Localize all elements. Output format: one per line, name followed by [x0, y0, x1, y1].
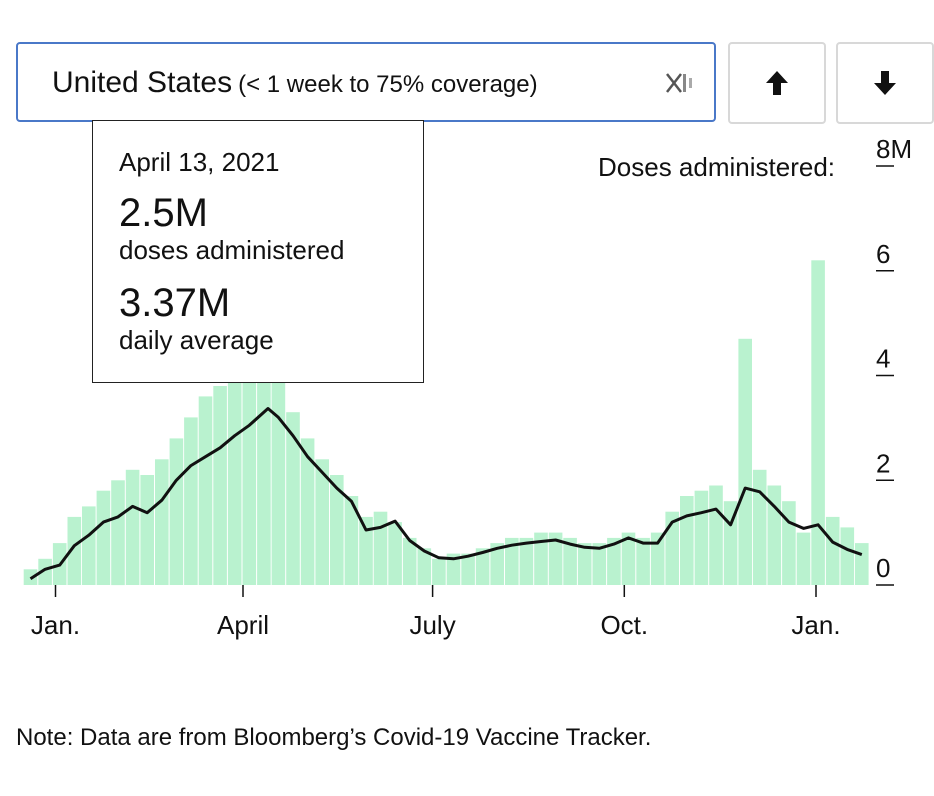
tooltip-date: April 13, 2021	[119, 147, 280, 177]
bar	[315, 459, 329, 585]
bar	[198, 396, 213, 585]
bar	[184, 417, 198, 585]
bar	[169, 438, 184, 585]
bar	[417, 548, 432, 585]
bar	[461, 553, 475, 585]
bar	[811, 260, 825, 585]
bar	[388, 522, 402, 585]
bar	[155, 459, 169, 585]
bar	[607, 537, 621, 585]
tooltip: April 13, 2021 2.5M doses administered 3…	[92, 120, 424, 383]
country-select-value: United States (< 1 week to 75% coverage)	[52, 66, 538, 100]
bar	[825, 516, 840, 585]
tooltip-doses-value: 2.5M	[119, 191, 208, 235]
bar	[636, 537, 650, 585]
coverage-note: (< 1 week to 75% coverage)	[238, 71, 538, 98]
bar	[563, 537, 577, 585]
bar	[709, 485, 723, 585]
bar	[680, 496, 694, 585]
bar	[373, 511, 388, 585]
bar	[111, 480, 125, 586]
tooltip-average-value: 3.37M	[119, 281, 231, 325]
bar	[359, 516, 373, 585]
y-tick-label: 4	[876, 344, 890, 374]
bar	[96, 490, 111, 585]
bar	[505, 537, 519, 585]
y-axis-title: Doses administered:	[598, 152, 835, 182]
bar	[213, 386, 227, 585]
daily-average-line	[29, 407, 863, 580]
bar	[140, 475, 154, 585]
x-axis: Jan. April July Oct. Jan.	[31, 585, 841, 640]
bar	[650, 532, 665, 585]
next-button[interactable]	[836, 42, 934, 124]
bar	[782, 501, 796, 585]
bar	[519, 537, 534, 585]
bar	[548, 532, 563, 585]
bar	[67, 516, 82, 585]
bar	[257, 365, 271, 585]
bar	[242, 375, 257, 585]
bar	[592, 543, 607, 585]
bar	[577, 543, 592, 585]
bar	[344, 496, 359, 585]
y-tick-label: 0	[876, 553, 890, 583]
bar	[300, 438, 315, 585]
bar	[82, 506, 96, 585]
x-tick-label: Oct.	[600, 610, 648, 640]
bar	[227, 370, 242, 585]
bar	[621, 532, 636, 585]
clear-x-icon[interactable]	[664, 68, 698, 98]
bar	[286, 412, 300, 585]
x-tick-label: April	[217, 610, 269, 640]
bar	[665, 511, 679, 585]
bar	[796, 532, 811, 585]
y-axis: 0 2 4 6 8M	[876, 134, 912, 586]
bar	[694, 490, 709, 585]
bar	[125, 469, 140, 585]
source-note: Note: Data are from Bloomberg’s Covid-19…	[16, 724, 652, 751]
previous-button[interactable]	[728, 42, 826, 124]
bar	[330, 475, 344, 585]
bar	[738, 338, 752, 585]
selected-country: United States	[52, 66, 233, 99]
line-group	[29, 407, 863, 580]
x-tick-label: Jan.	[791, 610, 840, 640]
y-tick-label: 2	[876, 448, 890, 478]
bar	[855, 543, 869, 585]
bar	[475, 548, 490, 585]
tooltip-doses-label: doses administered	[119, 235, 345, 265]
bar	[840, 527, 855, 585]
bar	[752, 469, 767, 585]
bar	[446, 553, 461, 585]
country-select[interactable]: United States (< 1 week to 75% coverage)	[16, 42, 716, 122]
y-tick-label: 8M	[876, 134, 912, 164]
bar	[38, 558, 52, 585]
bar	[402, 537, 417, 585]
bar	[534, 532, 548, 585]
bar	[271, 380, 286, 585]
bar	[432, 558, 446, 585]
x-tick-label: July	[409, 610, 455, 640]
tooltip-average-label: daily average	[119, 325, 274, 355]
x-tick-label: Jan.	[31, 610, 80, 640]
arrow-down-icon	[874, 71, 896, 95]
arrow-up-icon	[766, 71, 788, 95]
bar	[490, 543, 504, 585]
y-tick-label: 6	[876, 239, 890, 269]
